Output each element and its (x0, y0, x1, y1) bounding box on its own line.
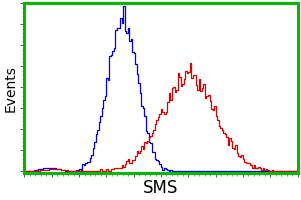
Y-axis label: Events: Events (4, 65, 17, 112)
X-axis label: SMS: SMS (143, 179, 179, 197)
